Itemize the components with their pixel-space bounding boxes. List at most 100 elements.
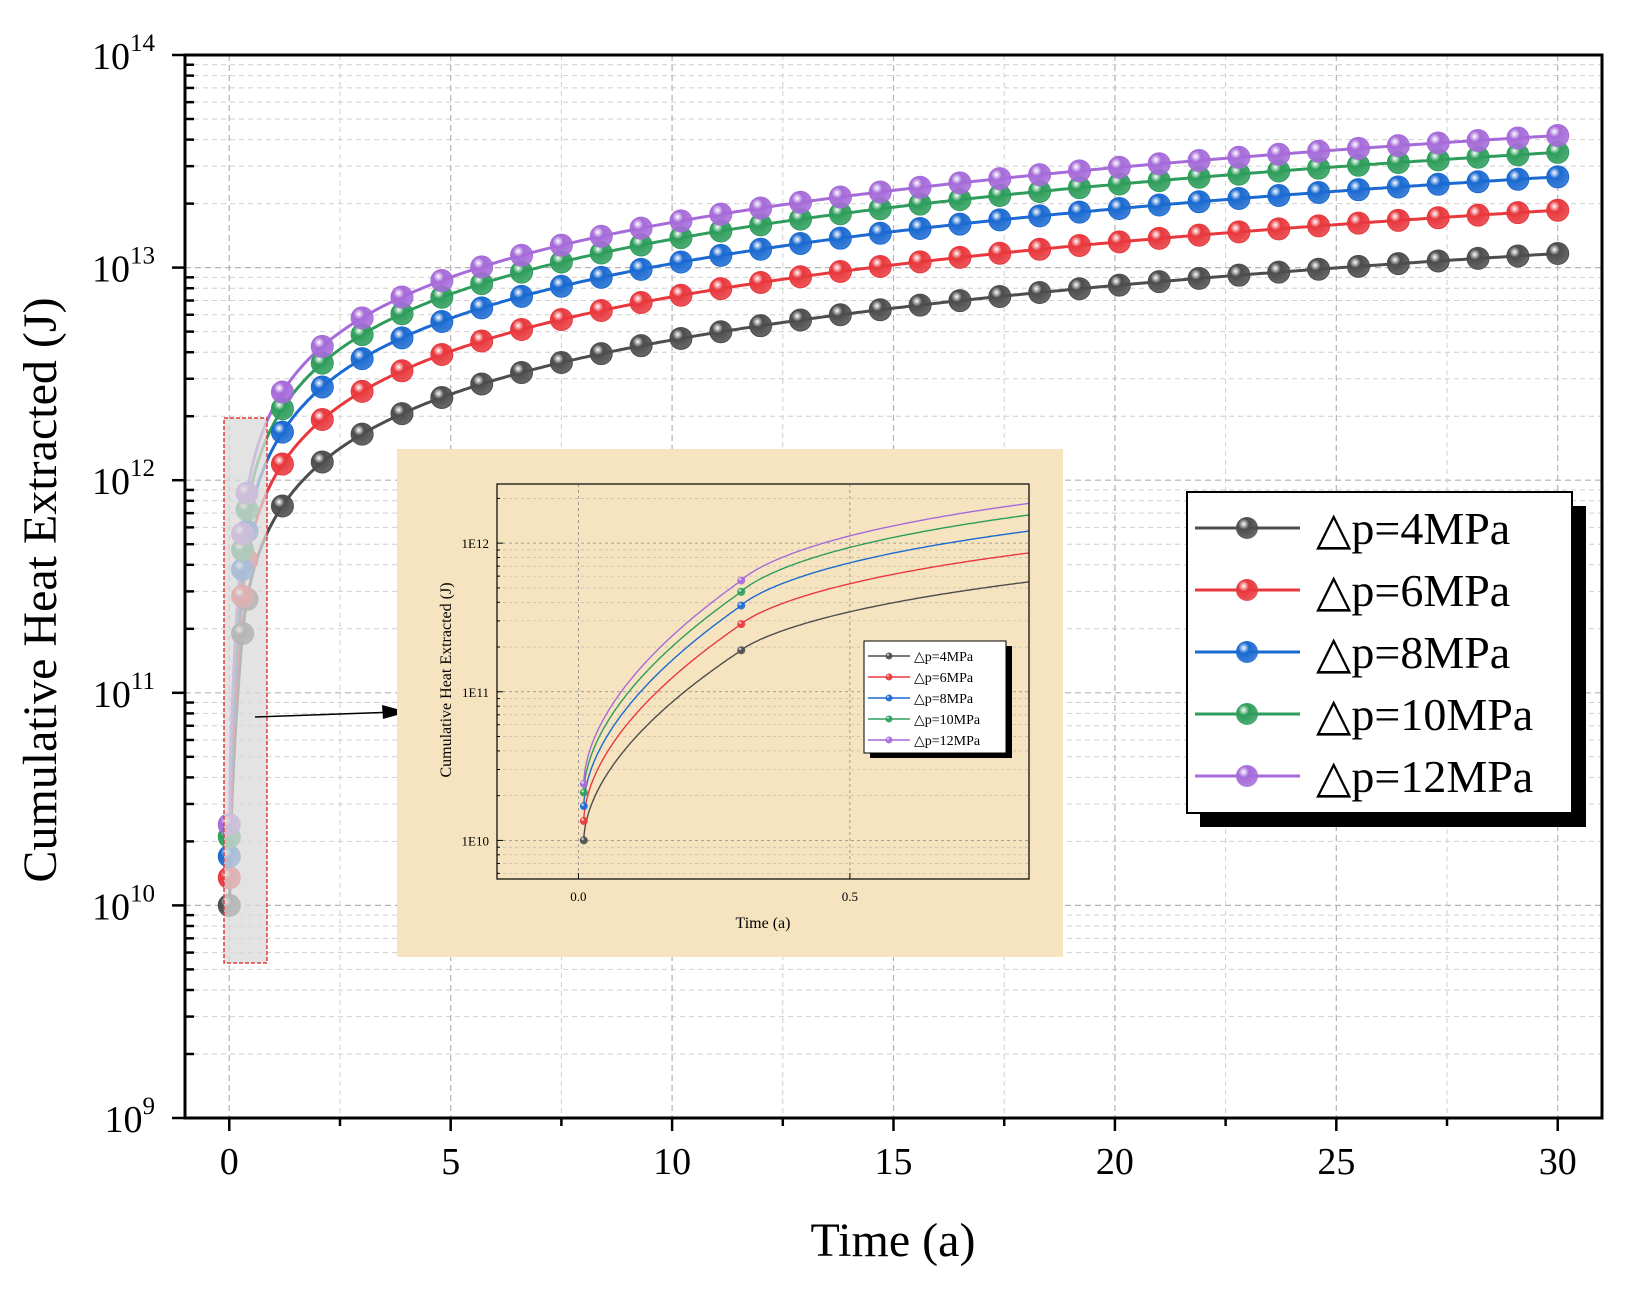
- x-tick-label: 30: [1539, 1141, 1577, 1183]
- series-marker: [270, 420, 294, 444]
- series-line: [228, 150, 1558, 837]
- series-marker: [948, 212, 972, 236]
- series-marker: [510, 284, 534, 308]
- series-marker: [749, 196, 773, 220]
- series-marker: [709, 243, 733, 267]
- series-marker: [828, 303, 852, 327]
- series-marker: [1187, 266, 1211, 290]
- series-marker: [510, 317, 534, 341]
- y-axis-label: Cumulative Heat Extracted (J): [14, 297, 67, 882]
- y-tick-exponent: 12: [130, 455, 155, 482]
- series-marker: [828, 226, 852, 250]
- series-marker: [1386, 208, 1410, 232]
- zoom-arrow: [254, 711, 396, 718]
- y-tick-label: 1014: [92, 30, 156, 78]
- inset-legend-swatch-marker: [885, 715, 893, 723]
- series-marker: [1386, 134, 1410, 158]
- series-marker: [1506, 126, 1530, 150]
- inset-legend-label: △p=4MPa: [914, 650, 974, 665]
- series-marker: [310, 375, 334, 399]
- series-marker: [709, 202, 733, 226]
- y-tick-base: 10: [92, 249, 130, 291]
- series-marker: [868, 221, 892, 245]
- inset-y-axis-label: Cumulative Heat Extracted (J): [438, 582, 455, 777]
- series-marker: [1546, 165, 1570, 189]
- inset-legend-label: △p=12MPa: [914, 734, 981, 749]
- series-marker: [549, 274, 573, 298]
- series-marker: [350, 422, 374, 446]
- series-marker: [868, 298, 892, 322]
- series-marker: [1227, 263, 1251, 287]
- y-tick-label: 1013: [92, 243, 155, 291]
- inset-legend-label: △p=10MPa: [914, 713, 981, 728]
- series-marker: [1267, 183, 1291, 207]
- inset-series-marker: [737, 601, 746, 610]
- inset-series-line: [583, 530, 1030, 807]
- main-ticks: [172, 53, 1559, 1131]
- series-marker: [1028, 237, 1052, 261]
- series-marker: [1028, 163, 1052, 187]
- inset-series-marker: [737, 620, 746, 629]
- y-tick-exponent: 13: [130, 243, 155, 270]
- series-marker: [510, 361, 534, 385]
- series-marker: [1107, 230, 1131, 254]
- series-marker: [789, 190, 813, 214]
- inset-series-line: [583, 502, 1030, 784]
- series-marker: [1506, 244, 1530, 268]
- y-tick-label: 1010: [92, 880, 155, 928]
- y-tick-base: 10: [92, 461, 130, 503]
- y-tick-exponent: 11: [131, 668, 155, 695]
- series-marker: [669, 283, 693, 307]
- series-marker: [549, 351, 573, 375]
- series-marker: [988, 167, 1012, 191]
- legend-swatch-marker: [1236, 765, 1258, 787]
- series-marker: [1346, 211, 1370, 235]
- series-marker: [1227, 187, 1251, 211]
- inset-series-marker: [579, 788, 588, 797]
- legend-swatch-marker: [1236, 703, 1258, 725]
- inset-x-tick-label: 0.5: [842, 889, 858, 904]
- series-marker: [350, 347, 374, 371]
- series-marker: [1546, 124, 1570, 148]
- series-marker: [1028, 281, 1052, 305]
- series-marker: [470, 296, 494, 320]
- series-marker: [988, 241, 1012, 265]
- series-marker: [589, 342, 613, 366]
- series-marker: [1267, 260, 1291, 284]
- series-marker: [390, 359, 414, 383]
- series-marker: [1426, 131, 1450, 155]
- series-marker: [709, 320, 733, 344]
- series-marker: [789, 308, 813, 332]
- series-marker: [430, 385, 454, 409]
- zoom-annotation: [223, 417, 408, 964]
- legend: △p=4MPa △p=6MPa △p=8MPa △p=10MPa △p=12MPa: [1186, 491, 1586, 827]
- inset-panel: 0.0 0.5 1E10 1E11 1E12 Time (a) Cumulative …: [397, 449, 1063, 957]
- series-marker: [1107, 155, 1131, 179]
- series-marker: [828, 259, 852, 283]
- series-marker: [1346, 178, 1370, 202]
- x-tick-label: 25: [1317, 1141, 1355, 1183]
- y-tick-base: 10: [92, 36, 130, 78]
- series-line: [228, 175, 1558, 857]
- inset-series-layer: [579, 502, 1030, 845]
- x-axis-label: Time (a): [811, 1214, 976, 1267]
- y-tick-exponent: 10: [130, 880, 155, 907]
- series-marker: [1187, 190, 1211, 214]
- series-marker: [1267, 217, 1291, 241]
- x-tick-label: 10: [653, 1141, 691, 1183]
- series-marker: [749, 237, 773, 261]
- series-marker: [350, 306, 374, 330]
- series-marker: [1506, 167, 1530, 191]
- series-marker: [1107, 196, 1131, 220]
- series-marker: [1227, 220, 1251, 244]
- series-marker: [749, 270, 773, 294]
- legend-swatch-marker: [1236, 517, 1258, 539]
- legend-swatch-marker: [1236, 579, 1258, 601]
- series-marker: [510, 243, 534, 267]
- series-marker: [908, 250, 932, 274]
- series-marker: [948, 171, 972, 195]
- inset-series-marker: [737, 646, 746, 655]
- inset-series-marker: [579, 817, 588, 826]
- series-marker: [1426, 249, 1450, 273]
